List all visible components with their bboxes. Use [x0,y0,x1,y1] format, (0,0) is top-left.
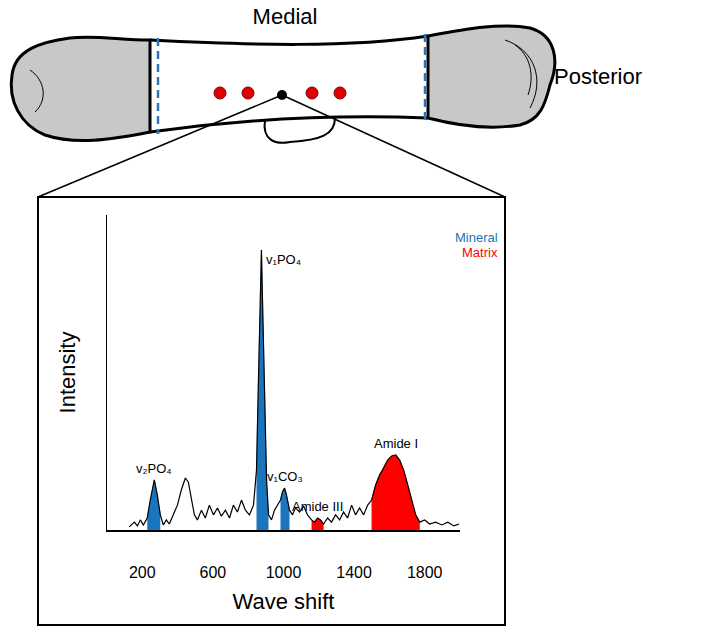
svg-text:Posterior: Posterior [554,64,642,89]
svg-text:v₁CO₃: v₁CO₃ [267,469,303,484]
svg-text:Amide I: Amide I [374,436,418,451]
svg-text:1400: 1400 [336,564,372,581]
svg-text:600: 600 [200,564,227,581]
svg-text:Amide III: Amide III [292,499,343,514]
svg-text:Medial: Medial [253,4,318,29]
svg-text:Intensity: Intensity [55,332,80,414]
svg-text:200: 200 [129,564,156,581]
svg-text:Wave shift: Wave shift [233,589,335,614]
svg-text:1800: 1800 [407,564,443,581]
svg-text:1000: 1000 [266,564,302,581]
svg-text:Matrix: Matrix [462,245,498,260]
svg-text:v₂PO₄: v₂PO₄ [136,461,172,476]
svg-text:Mineral: Mineral [455,230,498,245]
svg-text:v₁PO₄: v₁PO₄ [266,252,301,267]
